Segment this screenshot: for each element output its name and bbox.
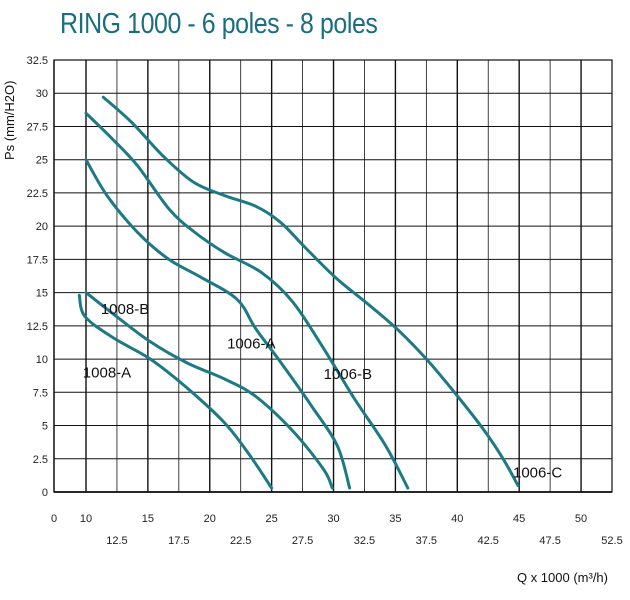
series-label-1006-c: 1006-C xyxy=(513,464,562,481)
x-tick-label-minor: 12.5 xyxy=(106,535,127,547)
x-tick-label-minor: 42.5 xyxy=(478,535,499,547)
y-tick-label: 7.5 xyxy=(33,387,48,399)
x-tick-label-minor: 22.5 xyxy=(230,535,251,547)
x-tick-label-major: 40 xyxy=(451,513,463,525)
curve-1006-c xyxy=(101,95,520,487)
x-tick-label-minor: 47.5 xyxy=(539,535,560,547)
x-tick-label-major: 20 xyxy=(204,513,216,525)
series-label-1006-a: 1006-A xyxy=(227,335,275,352)
curve-1006-a xyxy=(84,158,352,490)
y-tick-label: 12.5 xyxy=(27,321,48,333)
y-tick-label: 20 xyxy=(36,221,48,233)
x-tick-label-major: 50 xyxy=(575,513,587,525)
x-tick-label-major: 30 xyxy=(327,513,339,525)
y-tick-label: 22.5 xyxy=(27,188,48,200)
y-tick-label: 32.5 xyxy=(27,55,48,67)
series-label-1006-b: 1006-B xyxy=(324,366,372,383)
x-axis-label: Q x 1000 (m³/h) xyxy=(517,570,608,585)
x-tick-label-major: 45 xyxy=(513,513,525,525)
series-label-1008-b: 1008-B xyxy=(101,301,149,318)
y-tick-label: 15 xyxy=(36,288,48,300)
curve-1008-b xyxy=(84,291,334,490)
series-label-1008-a: 1008-A xyxy=(83,365,131,382)
y-tick-label: 30 xyxy=(36,88,48,100)
y-tick-label: 2.5 xyxy=(33,454,48,466)
y-tick-label: 5 xyxy=(42,421,48,433)
x-tick-label-major: 35 xyxy=(389,513,401,525)
x-tick-label-major: 10 xyxy=(80,513,92,525)
x-tick-label-major: 15 xyxy=(142,513,154,525)
curve-1006-b xyxy=(84,111,410,490)
chart-title: RING 1000 - 6 poles - 8 poles xyxy=(60,8,378,40)
x-tick-label-major: 0 xyxy=(51,513,57,525)
x-tick-label-minor: 32.5 xyxy=(354,535,375,547)
x-tick-label-minor: 37.5 xyxy=(416,535,437,547)
chart-ticks: 0 2.5 5 7.5 10 12.5 15 17.5 20 22.5 25 27.5 30 32.5 0 1… xyxy=(27,55,623,547)
y-tick-label: 17.5 xyxy=(27,254,48,266)
chart-grid xyxy=(53,59,613,493)
chart-curves xyxy=(77,95,520,490)
y-tick-label: 27.5 xyxy=(27,121,48,133)
x-tick-label-minor: 52.5 xyxy=(601,535,622,547)
y-tick-label: 0 xyxy=(42,487,48,499)
chart-series-labels: 1008-A 1008-B 1006-A 1006-B 1006-C xyxy=(83,301,563,481)
y-axis-label: Ps (mm/H2O) xyxy=(2,81,17,160)
x-tick-label-minor: 17.5 xyxy=(168,535,189,547)
curve-1008-a xyxy=(77,293,274,490)
x-tick-label-minor: 27.5 xyxy=(292,535,313,547)
y-tick-label: 25 xyxy=(36,155,48,167)
x-tick-label-major: 25 xyxy=(266,513,278,525)
y-tick-label: 10 xyxy=(36,354,48,366)
